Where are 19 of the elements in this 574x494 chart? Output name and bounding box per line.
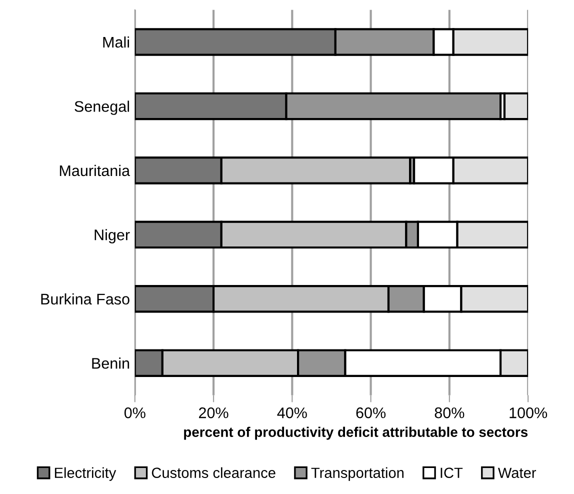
legend-label: Transportation [311,467,404,481]
legend-label: Customs clearance [152,467,276,478]
x-tick-label: 40% [277,407,307,418]
legend-label: Water [498,468,536,478]
x-tick-label: 0% [124,407,146,418]
y-tick-label: Senegal [74,100,130,115]
x-tick-label: 100% [510,407,548,418]
y-tick-label: Mauritania [60,164,130,176]
legend-label: Electricity [54,467,116,481]
x-tick-label: 20% [199,407,228,418]
y-tick-label: Burkina Faso [41,293,130,305]
y-tick-label: Mali [103,36,129,48]
y-tick-label: Benin [92,358,130,369]
x-tick-label: 60% [356,407,386,418]
x-tick-label: 80% [434,407,464,418]
y-tick-label: Niger [94,229,130,244]
legend-label: ICT [440,468,463,478]
x-axis-title: percent of productivity deficit attributable to sectors [184,426,528,440]
bar [503,92,528,120]
